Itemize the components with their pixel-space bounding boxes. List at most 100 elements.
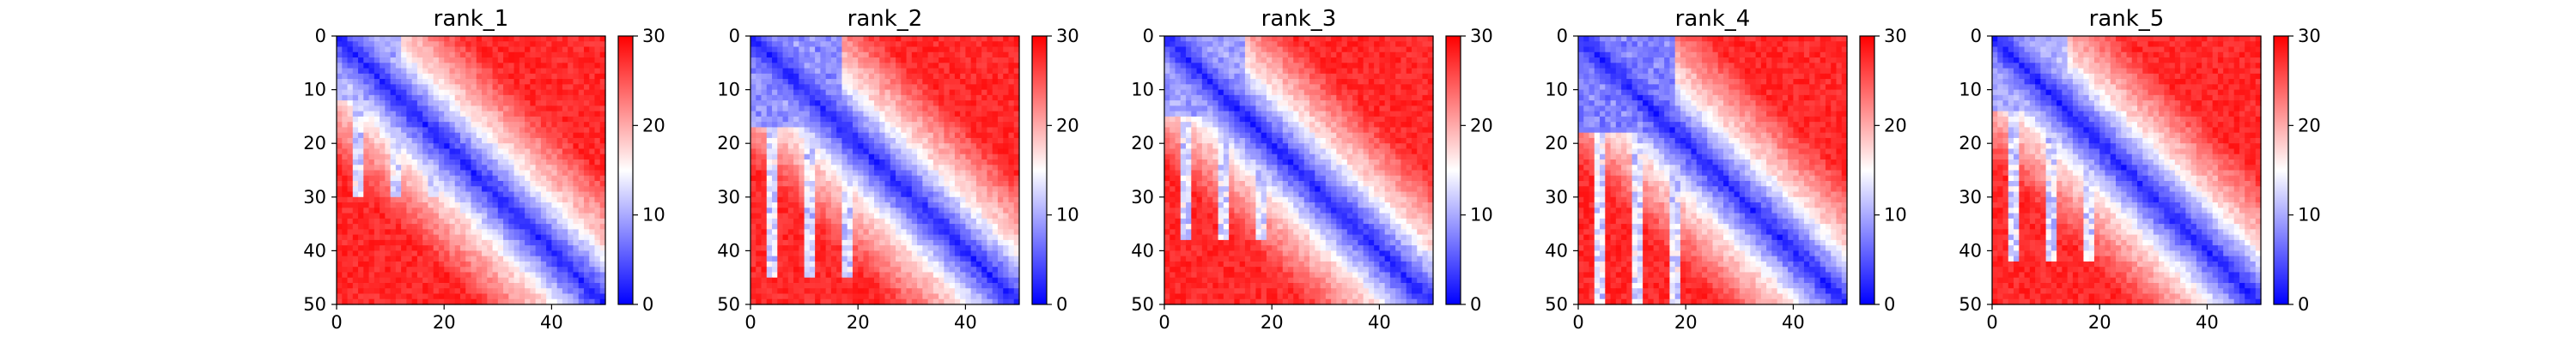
heatmap-cell [954, 288, 961, 295]
heatmap-cell [922, 153, 929, 160]
heatmap-cell [535, 94, 542, 101]
heatmap-cell [337, 288, 343, 295]
heatmap-cell [583, 153, 590, 160]
heatmap-cell [503, 79, 509, 85]
heatmap-cell [901, 245, 908, 251]
heatmap-cell [438, 202, 445, 208]
heatmap-cell [406, 41, 413, 48]
heatmap-cell [562, 143, 568, 150]
heatmap-cell [573, 159, 580, 165]
heatmap-cell [890, 127, 896, 134]
heatmap-cell [380, 293, 386, 300]
heatmap-cell [884, 293, 891, 300]
heatmap-cell [546, 36, 552, 42]
heatmap-cell [411, 148, 418, 155]
heatmap-cell [525, 175, 531, 182]
heatmap-cell [492, 73, 499, 80]
heatmap-cell [852, 122, 859, 129]
heatmap-cell [756, 202, 762, 208]
heatmap-cell [535, 277, 542, 284]
heatmap-cell [395, 36, 402, 42]
heatmap-cell [809, 84, 816, 91]
heatmap-cell [949, 46, 956, 53]
heatmap-cell [890, 267, 896, 274]
heatmap-cell [573, 89, 580, 96]
heatmap-cell [879, 272, 886, 279]
heatmap-cell [476, 250, 483, 257]
heatmap-cell [589, 191, 596, 198]
heatmap-cell [525, 73, 531, 80]
heatmap-cell [599, 116, 606, 123]
heatmap-cell [1003, 261, 1010, 268]
heatmap-cell [482, 111, 488, 117]
heatmap-cell [997, 191, 1004, 198]
heatmap-cell [492, 132, 499, 139]
heatmap-cell [471, 41, 477, 48]
heatmap-cell [933, 46, 939, 53]
heatmap-cell [804, 288, 811, 295]
heatmap-cell [981, 239, 988, 246]
heatmap-cell [868, 41, 875, 48]
heatmap-cell [884, 229, 891, 236]
heatmap-cell [358, 218, 364, 225]
heatmap-cell [503, 100, 509, 106]
heatmap-cell [777, 137, 784, 144]
heatmap-cell [487, 73, 494, 80]
heatmap-cell [944, 202, 951, 208]
heatmap-cell [756, 122, 762, 129]
heatmap-cell [401, 132, 407, 139]
heatmap-cell [927, 116, 934, 123]
heatmap-cell [975, 293, 982, 300]
heatmap-cell [863, 202, 870, 208]
heatmap-cell [922, 181, 929, 187]
heatmap-cell [465, 89, 472, 96]
heatmap-cell [793, 186, 799, 193]
heatmap-cell [433, 298, 440, 305]
heatmap-cell [540, 122, 547, 129]
heatmap-cell [868, 165, 875, 172]
heatmap-cell [825, 261, 832, 268]
heatmap-cell [358, 224, 364, 230]
heatmap-cell [578, 196, 585, 203]
heatmap-cell [911, 111, 918, 117]
heatmap-cell [568, 186, 574, 193]
heatmap-cell [852, 202, 859, 208]
heatmap-cell [992, 137, 999, 144]
heatmap-cell [847, 105, 854, 112]
heatmap-cell [949, 272, 956, 279]
heatmap-cell [583, 73, 590, 80]
heatmap-cell [825, 282, 832, 289]
heatmap-cell [965, 202, 972, 208]
heatmap-cell [503, 293, 509, 300]
heatmap-cell [471, 36, 477, 42]
heatmap-cell [879, 46, 886, 53]
heatmap-cell [459, 111, 466, 117]
heatmap-cell [459, 239, 466, 246]
heatmap-cell [793, 57, 799, 63]
heatmap-cell [525, 165, 531, 172]
heatmap-cell [363, 165, 370, 172]
heatmap-cell [782, 127, 789, 134]
heatmap-cell [363, 51, 370, 58]
heatmap-cell [809, 132, 816, 139]
heatmap-cell [363, 63, 370, 69]
heatmap-cell [911, 196, 918, 203]
heatmap-cell [847, 41, 854, 48]
heatmap-cell [342, 127, 349, 134]
heatmap-cell [594, 267, 601, 274]
heatmap-cell [927, 73, 934, 80]
heatmap-cell [987, 277, 993, 284]
heatmap-cell [975, 89, 982, 96]
heatmap-cell [981, 127, 988, 134]
heatmap-cell [476, 41, 483, 48]
heatmap-cell [830, 208, 837, 214]
heatmap-cell [960, 239, 966, 246]
heatmap-cell [551, 196, 558, 203]
heatmap-cell [508, 298, 515, 305]
heatmap-cell [793, 208, 799, 214]
heatmap-cell [358, 191, 364, 198]
heatmap-cell [482, 218, 488, 225]
heatmap-cell [368, 137, 375, 144]
heatmap-cell [901, 170, 908, 177]
heatmap-cell [476, 234, 483, 241]
